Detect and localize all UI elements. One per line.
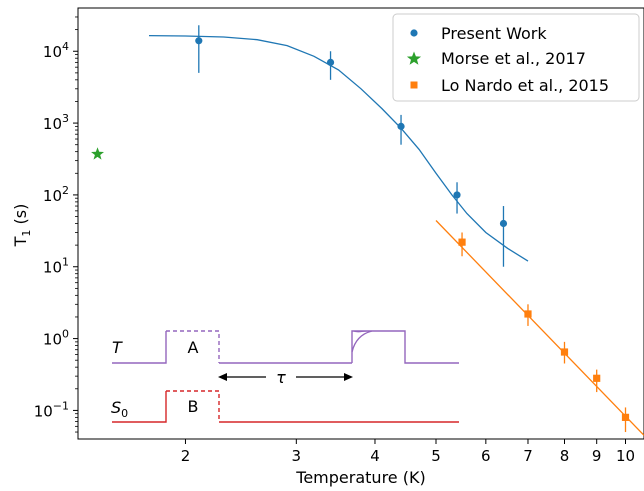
inset-T-recovery-curve (351, 330, 373, 353)
y-axis-label: T1 (s) (11, 204, 33, 248)
x-tick-label: 2 (181, 447, 191, 465)
y-tick-label: 10−1 (34, 399, 69, 420)
y-tick-label: 101 (43, 256, 69, 277)
data-point (499, 219, 508, 228)
inset-T-readout (351, 330, 459, 364)
inset-tau-arrowhead-right (344, 373, 353, 381)
data-point (397, 122, 405, 130)
inset-T-baseline-left (112, 331, 167, 364)
data-point (524, 310, 532, 318)
data-markers (91, 37, 630, 421)
x-axis-label: Temperature (K) (295, 468, 425, 487)
x-tick-label: 5 (431, 447, 441, 465)
data-point (326, 58, 335, 66)
inset-tau-label-bg (266, 367, 296, 387)
x-tick-label: 9 (592, 447, 602, 465)
x-tick-label: 10 (616, 447, 635, 465)
data-point (621, 413, 630, 421)
inset-tau-arrowhead-left (218, 373, 227, 381)
legend-label-lo-nardo: Lo Nardo et al., 2015 (441, 76, 609, 95)
legend: Present Work Morse et al., 2017 Lo Nardo… (392, 13, 640, 102)
y-tick-label: 103 (43, 112, 69, 133)
fit-line (435, 220, 644, 436)
inset-S0-pulse-B (166, 390, 220, 422)
inset-label-tau: τ (276, 368, 286, 387)
data-point (453, 191, 461, 199)
inset-label-T: T (112, 338, 123, 357)
legend-box (392, 13, 640, 102)
legend-label-present-work: Present Work (441, 24, 547, 43)
inset-T-pulse-A (166, 330, 220, 363)
x-tick-label: 3 (292, 447, 302, 465)
inset-label-B: B (188, 397, 199, 416)
fit-line (148, 34, 529, 262)
x-tick-label: 4 (370, 447, 380, 465)
legend-marker-present-work (410, 29, 418, 37)
y-tick-label: 104 (43, 40, 69, 61)
inset-label-S0: S0 (111, 398, 128, 420)
data-point (91, 147, 104, 160)
inset-S0-baseline-left (112, 391, 167, 423)
axis-ticks: 2 3 4 5 6 7 8 9 10 10−1 100 101 102 103 104 (34, 16, 635, 465)
pulse-sequence-inset: T A τ S0 B (111, 330, 459, 423)
inset-T-recovery-fill (352, 331, 378, 363)
y-tick-label: 100 (43, 328, 69, 349)
legend-marker-morse (406, 51, 422, 65)
data-point (458, 238, 466, 246)
legend-label-morse: Morse et al., 2017 (441, 49, 586, 68)
data-point (195, 37, 203, 45)
x-tick-label: 7 (523, 447, 533, 465)
inset-label-A: A (188, 338, 199, 357)
data-point (593, 374, 601, 382)
x-tick-label: 8 (560, 447, 570, 465)
x-tick-label: 6 (481, 447, 491, 465)
y-tick-label: 102 (43, 184, 69, 205)
fit-lines (148, 34, 644, 436)
legend-marker-lo-nardo (410, 81, 418, 89)
data-point (560, 348, 569, 356)
